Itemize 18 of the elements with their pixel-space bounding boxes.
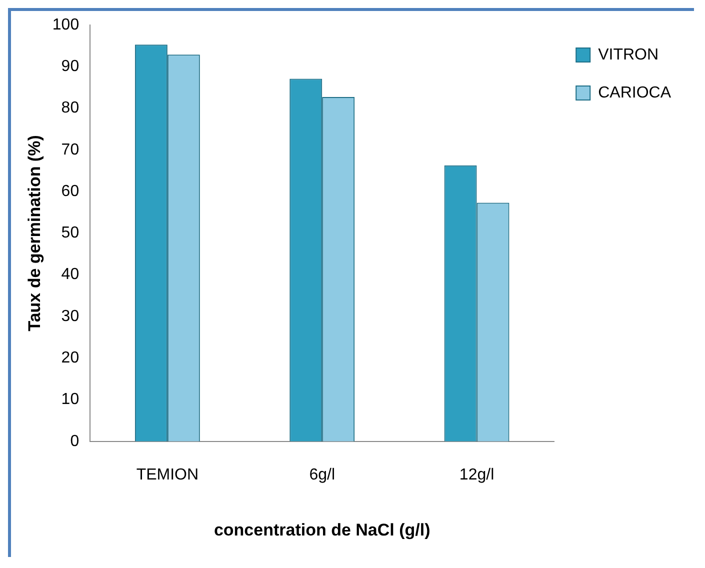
y-tick-label: 70 bbox=[61, 141, 80, 158]
y-tick-label: 0 bbox=[70, 432, 80, 450]
x-tick-label: 6g/l bbox=[309, 466, 335, 484]
legend-label: CARIOCA bbox=[598, 84, 672, 102]
y-tick-label: 90 bbox=[61, 58, 80, 76]
y-tick-label: 20 bbox=[61, 350, 80, 367]
y-tick-label: 50 bbox=[61, 224, 80, 242]
y-tick-label: 100 bbox=[52, 16, 80, 34]
y-tick-label: 10 bbox=[61, 391, 80, 408]
y-tick-label: 40 bbox=[61, 266, 80, 284]
y-axis-title: Taux de germination (%) bbox=[24, 135, 44, 332]
x-tick-label: TEMION bbox=[136, 466, 199, 484]
y-tick-label: 30 bbox=[61, 308, 80, 325]
y-tick-label: 60 bbox=[61, 182, 80, 200]
x-tick-label: 12g/l bbox=[459, 466, 494, 484]
legend-label: VITRON bbox=[598, 46, 659, 64]
x-axis-title: concentration de NaCl (g/l) bbox=[214, 520, 430, 540]
y-tick-label: 80 bbox=[61, 100, 80, 117]
